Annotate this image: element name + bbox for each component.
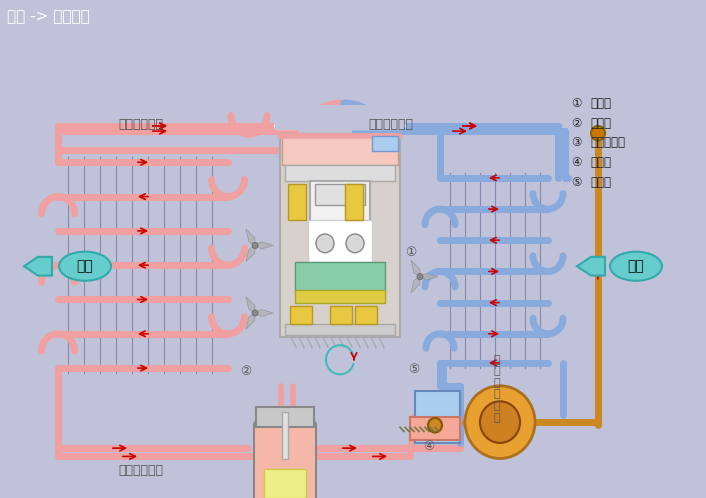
Bar (275, 105, 405, 130)
Polygon shape (411, 276, 420, 293)
Circle shape (417, 273, 423, 280)
Bar (355, 306, 377, 324)
Text: ④: ④ (572, 156, 586, 169)
Bar (345, 184, 363, 221)
Bar (282, 412, 288, 459)
Polygon shape (246, 313, 255, 329)
Bar (310, 181, 370, 249)
Bar (280, 134, 400, 337)
Circle shape (428, 418, 442, 433)
Text: 散热: 散热 (77, 259, 93, 273)
Text: 压缩机: 压缩机 (590, 97, 611, 110)
Text: 低温低压气态: 低温低压气态 (368, 118, 413, 130)
Text: 储液干燥器: 储液干燥器 (590, 136, 625, 149)
Text: ②: ② (240, 366, 251, 378)
Bar (288, 184, 306, 221)
FancyBboxPatch shape (254, 421, 316, 498)
Text: ①: ① (405, 246, 417, 259)
Bar (295, 290, 385, 303)
Bar (282, 136, 398, 165)
Polygon shape (255, 309, 273, 317)
Bar (290, 306, 312, 324)
Text: 冷凝器: 冷凝器 (590, 117, 611, 129)
Bar (285, 324, 395, 335)
Text: ⑤: ⑤ (408, 363, 419, 376)
Polygon shape (246, 297, 255, 313)
Circle shape (591, 126, 605, 140)
Text: 高温高压气态: 高温高压气态 (118, 118, 163, 130)
Bar (295, 262, 385, 293)
Circle shape (465, 386, 535, 459)
Circle shape (480, 401, 520, 443)
Text: 膨胀阀: 膨胀阀 (590, 156, 611, 169)
Bar (308, 221, 372, 262)
Text: ①: ① (572, 97, 586, 110)
Polygon shape (246, 229, 255, 246)
Text: 原理 -> 制冷原理: 原理 -> 制冷原理 (7, 8, 90, 24)
Bar (256, 406, 314, 427)
Text: ②: ② (572, 117, 586, 129)
Text: ④: ④ (423, 440, 434, 453)
Bar (315, 184, 365, 205)
Polygon shape (420, 273, 438, 280)
FancyArrow shape (24, 257, 52, 275)
Ellipse shape (610, 251, 662, 281)
Text: ⑤: ⑤ (572, 176, 586, 189)
Bar (285, 165, 395, 181)
Text: 吸热: 吸热 (628, 259, 645, 273)
Text: 低
温
低
压
液
态: 低 温 低 压 液 态 (494, 355, 501, 423)
Text: ③: ③ (572, 136, 586, 149)
Text: 蒸发器: 蒸发器 (590, 176, 611, 189)
Circle shape (346, 234, 364, 252)
Polygon shape (411, 260, 420, 276)
Text: 中温高压液态: 中温高压液态 (118, 464, 163, 477)
Bar (410, 417, 460, 440)
Circle shape (316, 234, 334, 252)
Bar (415, 391, 460, 443)
Bar (264, 469, 306, 498)
Bar (330, 306, 352, 324)
Ellipse shape (59, 251, 111, 281)
Polygon shape (255, 242, 273, 249)
Bar (372, 136, 398, 151)
Circle shape (252, 243, 258, 249)
Polygon shape (246, 246, 255, 261)
FancyArrow shape (577, 257, 605, 275)
Circle shape (252, 310, 258, 316)
